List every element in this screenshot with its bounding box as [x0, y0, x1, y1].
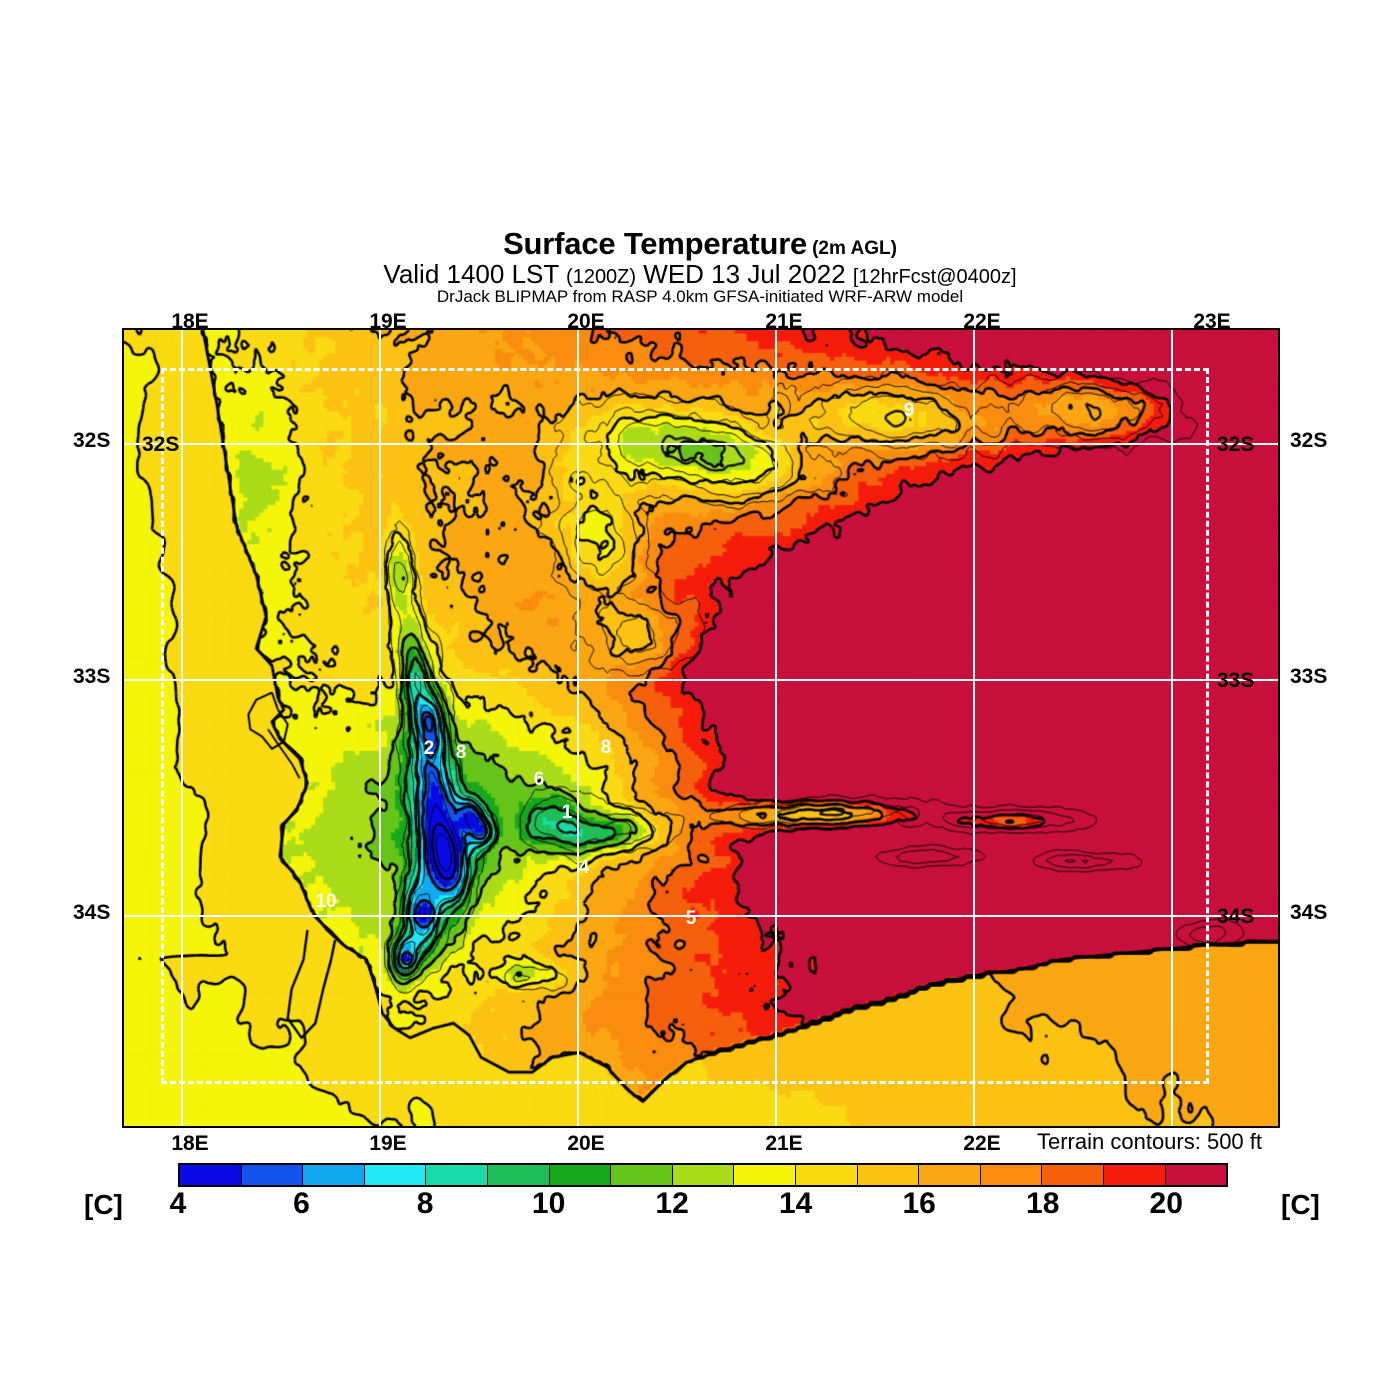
colorbar-tick-10: 10 — [531, 1187, 566, 1220]
colorbar-segment-13 — [980, 1165, 1043, 1185]
colorbar-segment-16 — [1165, 1165, 1227, 1185]
temperature-field-canvas — [124, 330, 1278, 1126]
site-marker-6[interactable]: 6 — [533, 769, 545, 790]
colorbar-segment-6 — [549, 1165, 612, 1185]
site-marker-9[interactable]: 9 — [903, 400, 915, 421]
site-marker-7[interactable]: 8 — [455, 742, 467, 763]
site-marker-10[interactable]: 10 — [315, 891, 337, 912]
colorbar-segment-7 — [611, 1165, 673, 1185]
colorbar-tick-18: 18 — [1026, 1187, 1060, 1220]
title-level: (2m AGL) — [812, 238, 897, 259]
colorbar-segment-1 — [241, 1165, 304, 1185]
colorbar-segment-2 — [303, 1165, 365, 1185]
temperature-colorbar[interactable] — [178, 1163, 1228, 1187]
site-marker-1[interactable]: 1 — [561, 802, 573, 823]
colorbar-tick-20: 20 — [1149, 1187, 1183, 1220]
axis-lat-right-32S: 32S — [1290, 429, 1328, 452]
colorbar-tick-14: 14 — [778, 1187, 813, 1220]
colorbar-segment-8 — [672, 1165, 735, 1185]
colorbar-unit-right: [C] — [1281, 1189, 1320, 1220]
colorbar-tick-8: 8 — [416, 1187, 434, 1220]
site-marker-2[interactable]: 2 — [423, 738, 435, 759]
colorbar-segment-4 — [426, 1165, 488, 1185]
model-source-line: DrJack BLIPMAP from RASP 4.0km GFSA-init… — [436, 287, 964, 306]
axis-lon-top-20E: 20E — [567, 310, 605, 333]
site-marker-5[interactable]: 5 — [685, 908, 697, 929]
colorbar-segment-0 — [180, 1165, 242, 1185]
colorbar-tick-4: 4 — [169, 1187, 187, 1220]
page-title: Surface Temperature — [503, 226, 808, 261]
colorbar-segment-5 — [487, 1165, 550, 1185]
axis-lon-top-21E: 21E — [765, 310, 803, 333]
map-lat-label-34S-right: 34S — [1217, 905, 1255, 928]
title-line: Surface Temperature (2m AGL) — [0, 228, 1400, 259]
valid-local-time: Valid 1400 LST — [383, 259, 559, 289]
map-plot-area[interactable]: 32S 32S 33S 34S 9 2 8 8 6 1 4 10 5 — [122, 328, 1280, 1128]
axis-lon-bottom-22E: 22E — [963, 1132, 1001, 1155]
axis-lon-top-19E: 19E — [369, 310, 407, 333]
colorbar-tick-12: 12 — [655, 1187, 689, 1220]
colorbar-segment-3 — [364, 1165, 427, 1185]
axis-lat-left-32S: 32S — [73, 429, 111, 452]
map-lat-label-33S-right: 33S — [1217, 669, 1255, 692]
axis-lat-left-33S: 33S — [73, 665, 111, 688]
axis-lat-left-34S: 34S — [73, 901, 111, 924]
forecast-hour: [12hrFcst@0400z] — [852, 266, 1017, 288]
colorbar-segment-14 — [1042, 1165, 1104, 1185]
axis-lon-top-23E: 23E — [1193, 310, 1231, 333]
axis-lat-right-33S: 33S — [1290, 665, 1328, 688]
axis-lon-top-18E: 18E — [171, 310, 209, 333]
colorbar-segment-11 — [857, 1165, 920, 1185]
axis-lon-bottom-18E: 18E — [171, 1132, 209, 1155]
axis-lat-right-34S: 34S — [1290, 901, 1328, 924]
site-marker-8[interactable]: 8 — [600, 737, 612, 758]
axis-lon-bottom-20E: 20E — [567, 1132, 605, 1155]
colorbar-tick-6: 6 — [293, 1187, 310, 1220]
colorbar-segment-10 — [795, 1165, 858, 1185]
colorbar-segment-9 — [734, 1165, 796, 1185]
axis-lon-bottom-19E: 19E — [369, 1132, 407, 1155]
colorbar-segment-12 — [919, 1165, 981, 1185]
valid-utc-time: (1200Z) — [566, 266, 637, 288]
title-block: Surface Temperature (2m AGL) Valid 1400 L… — [0, 228, 1400, 305]
terrain-contour-note: Terrain contours: 500 ft — [1037, 1129, 1263, 1154]
site-marker-4[interactable]: 4 — [578, 857, 590, 878]
map-lat-label-32S-left: 32S — [142, 433, 180, 456]
valid-date: WED 13 Jul 2022 — [643, 259, 846, 289]
colorbar-unit-left: [C] — [84, 1189, 123, 1220]
axis-lon-bottom-21E: 21E — [765, 1132, 803, 1155]
map-lat-label-32S-right: 32S — [1217, 433, 1255, 456]
axis-lon-top-22E: 22E — [963, 310, 1001, 333]
colorbar-segment-15 — [1103, 1165, 1166, 1185]
colorbar-tick-16: 16 — [902, 1187, 936, 1220]
valid-time-line: Valid 1400 LST (1200Z) WED 13 Jul 2022 [… — [0, 261, 1400, 287]
